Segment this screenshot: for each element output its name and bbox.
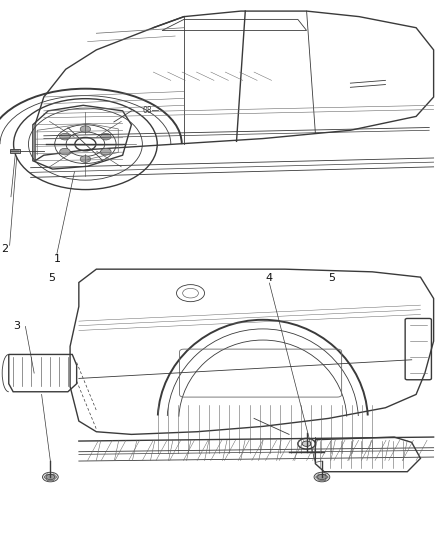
Text: 4: 4 — [266, 273, 273, 284]
Text: 3: 3 — [13, 321, 20, 332]
Circle shape — [42, 472, 58, 482]
Text: 1: 1 — [53, 254, 60, 264]
Circle shape — [80, 126, 91, 133]
Text: 5: 5 — [48, 273, 55, 284]
Text: 2: 2 — [1, 245, 8, 254]
Text: 5: 5 — [328, 273, 336, 284]
Circle shape — [46, 474, 55, 480]
Circle shape — [101, 148, 111, 155]
Bar — [10, 149, 20, 154]
Circle shape — [318, 474, 326, 480]
Circle shape — [314, 472, 330, 482]
Circle shape — [302, 441, 311, 447]
Circle shape — [80, 156, 91, 163]
Circle shape — [101, 133, 111, 140]
Circle shape — [60, 133, 70, 140]
Circle shape — [60, 148, 70, 155]
Text: 08—: 08— — [142, 107, 159, 115]
